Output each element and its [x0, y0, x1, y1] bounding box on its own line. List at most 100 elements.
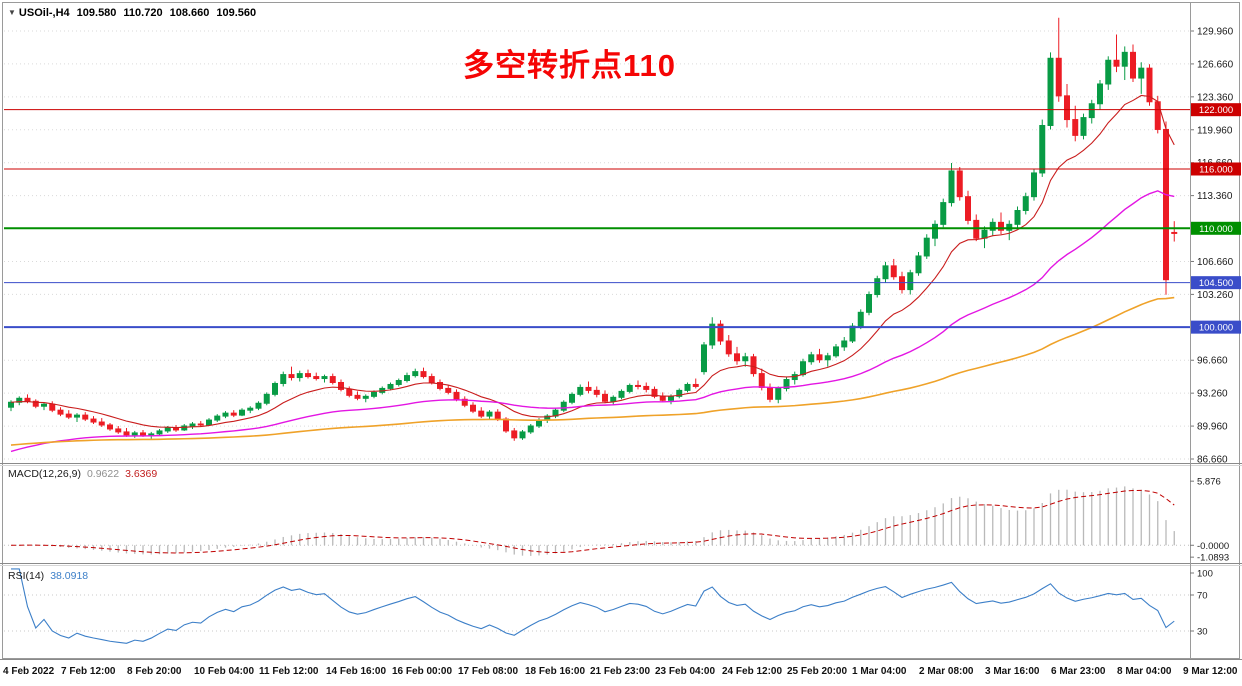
candle-body — [16, 397, 23, 403]
candle-body — [1130, 51, 1136, 79]
candle-body — [989, 221, 996, 231]
candle-body — [395, 380, 402, 385]
rsi-axis-label: 70 — [1197, 591, 1208, 602]
price-axis-label: 106.660 — [1197, 257, 1234, 268]
time-axis-label: 18 Feb 16:00 — [525, 666, 585, 677]
candle-body — [313, 376, 320, 380]
candle-body — [214, 415, 221, 421]
candle-body — [585, 386, 592, 391]
price-level-badge — [1191, 221, 1241, 235]
candle-body — [882, 265, 889, 280]
price-axis-label: 89.960 — [1197, 422, 1228, 433]
candle-body — [247, 407, 254, 411]
candle-body — [816, 354, 823, 361]
time-axis-label: 10 Feb 04:00 — [194, 666, 254, 677]
candle-body — [1031, 172, 1037, 198]
candle-body — [643, 385, 650, 390]
candle-body — [626, 384, 633, 392]
candle-body — [445, 387, 452, 393]
candle-body — [1072, 119, 1079, 136]
candle-body — [775, 387, 782, 400]
candle-body — [783, 379, 790, 389]
candle-body — [74, 414, 80, 418]
candle-body — [57, 409, 64, 415]
candle-body — [800, 361, 806, 376]
candle-body — [1113, 59, 1120, 67]
candle-body — [346, 388, 353, 396]
candle-body — [321, 376, 328, 380]
candle-body — [470, 404, 476, 412]
candle-body — [371, 391, 377, 397]
candle-body — [824, 355, 831, 361]
candle-body — [239, 409, 245, 416]
candle-body — [41, 403, 47, 407]
candle-body — [767, 386, 773, 400]
candle-body — [709, 323, 716, 346]
price-axis-label: 126.660 — [1197, 59, 1234, 70]
candle-body — [428, 376, 435, 383]
candle-body — [131, 432, 138, 436]
price-axis-label: 93.260 — [1197, 389, 1228, 400]
candle-body — [255, 402, 262, 409]
candle-body — [197, 423, 204, 426]
candle-body — [1146, 67, 1153, 103]
candle-body — [866, 294, 872, 313]
macd-histogram — [18, 486, 1175, 556]
time-axis-label: 24 Feb 12:00 — [722, 666, 782, 677]
candle-body — [527, 425, 534, 433]
candle-body — [750, 356, 757, 375]
candle-body — [923, 237, 930, 257]
candle-body — [305, 373, 311, 378]
candle-body — [849, 325, 856, 342]
candle-body — [519, 431, 526, 439]
candle-body — [329, 376, 336, 383]
ma-mid-magenta — [10, 190, 1175, 453]
candle-body — [659, 395, 666, 401]
candle-body — [189, 423, 196, 427]
macd-axis-label: 5.876 — [1197, 477, 1221, 488]
candle-body — [701, 344, 707, 373]
price-level-badge — [1191, 103, 1241, 117]
time-axis-label: 4 Feb 2022 — [3, 666, 55, 677]
candle-body — [288, 374, 295, 379]
time-axis-label: 16 Feb 00:00 — [392, 666, 452, 677]
candle-body — [49, 403, 56, 411]
candle-body — [511, 430, 518, 439]
candle-body — [998, 221, 1004, 231]
candle-body — [181, 425, 188, 431]
candle-body — [8, 401, 14, 408]
candles — [8, 17, 1178, 441]
candle-body — [164, 427, 171, 432]
candle-body — [841, 340, 848, 348]
candle-body — [65, 413, 72, 418]
candle-body — [272, 382, 278, 395]
rsi-axis-label: 30 — [1197, 627, 1208, 638]
time-axis-label: 9 Mar 12:00 — [1183, 666, 1238, 677]
candle-body — [98, 421, 105, 426]
price-axis-label: 103.260 — [1197, 290, 1234, 301]
candle-body — [1088, 103, 1095, 119]
candle-body — [107, 424, 113, 430]
candle-body — [1105, 59, 1112, 85]
time-axis-label: 1 Mar 04:00 — [852, 666, 907, 677]
candle-body — [610, 396, 617, 402]
macd-axis-label: -0.0000 — [1197, 541, 1229, 552]
price-axis-label: 119.960 — [1197, 125, 1233, 136]
price-level-badge-label: 100.000 — [1199, 323, 1233, 334]
time-axis-label: 23 Feb 04:00 — [655, 666, 715, 677]
candle-body — [453, 391, 460, 400]
candle-body — [940, 202, 947, 225]
candle-body — [833, 346, 839, 357]
candle-body — [956, 170, 963, 198]
candle-body — [387, 383, 394, 389]
candle-body — [437, 381, 443, 389]
price-axis-label: 113.360 — [1197, 191, 1233, 202]
candle-body — [24, 397, 31, 402]
rsi-axis-label: 100 — [1197, 569, 1213, 580]
candle-body — [173, 427, 179, 431]
candle-body — [948, 170, 955, 204]
price-level-badge-label: 110.000 — [1199, 224, 1233, 235]
candle-body — [742, 356, 749, 362]
